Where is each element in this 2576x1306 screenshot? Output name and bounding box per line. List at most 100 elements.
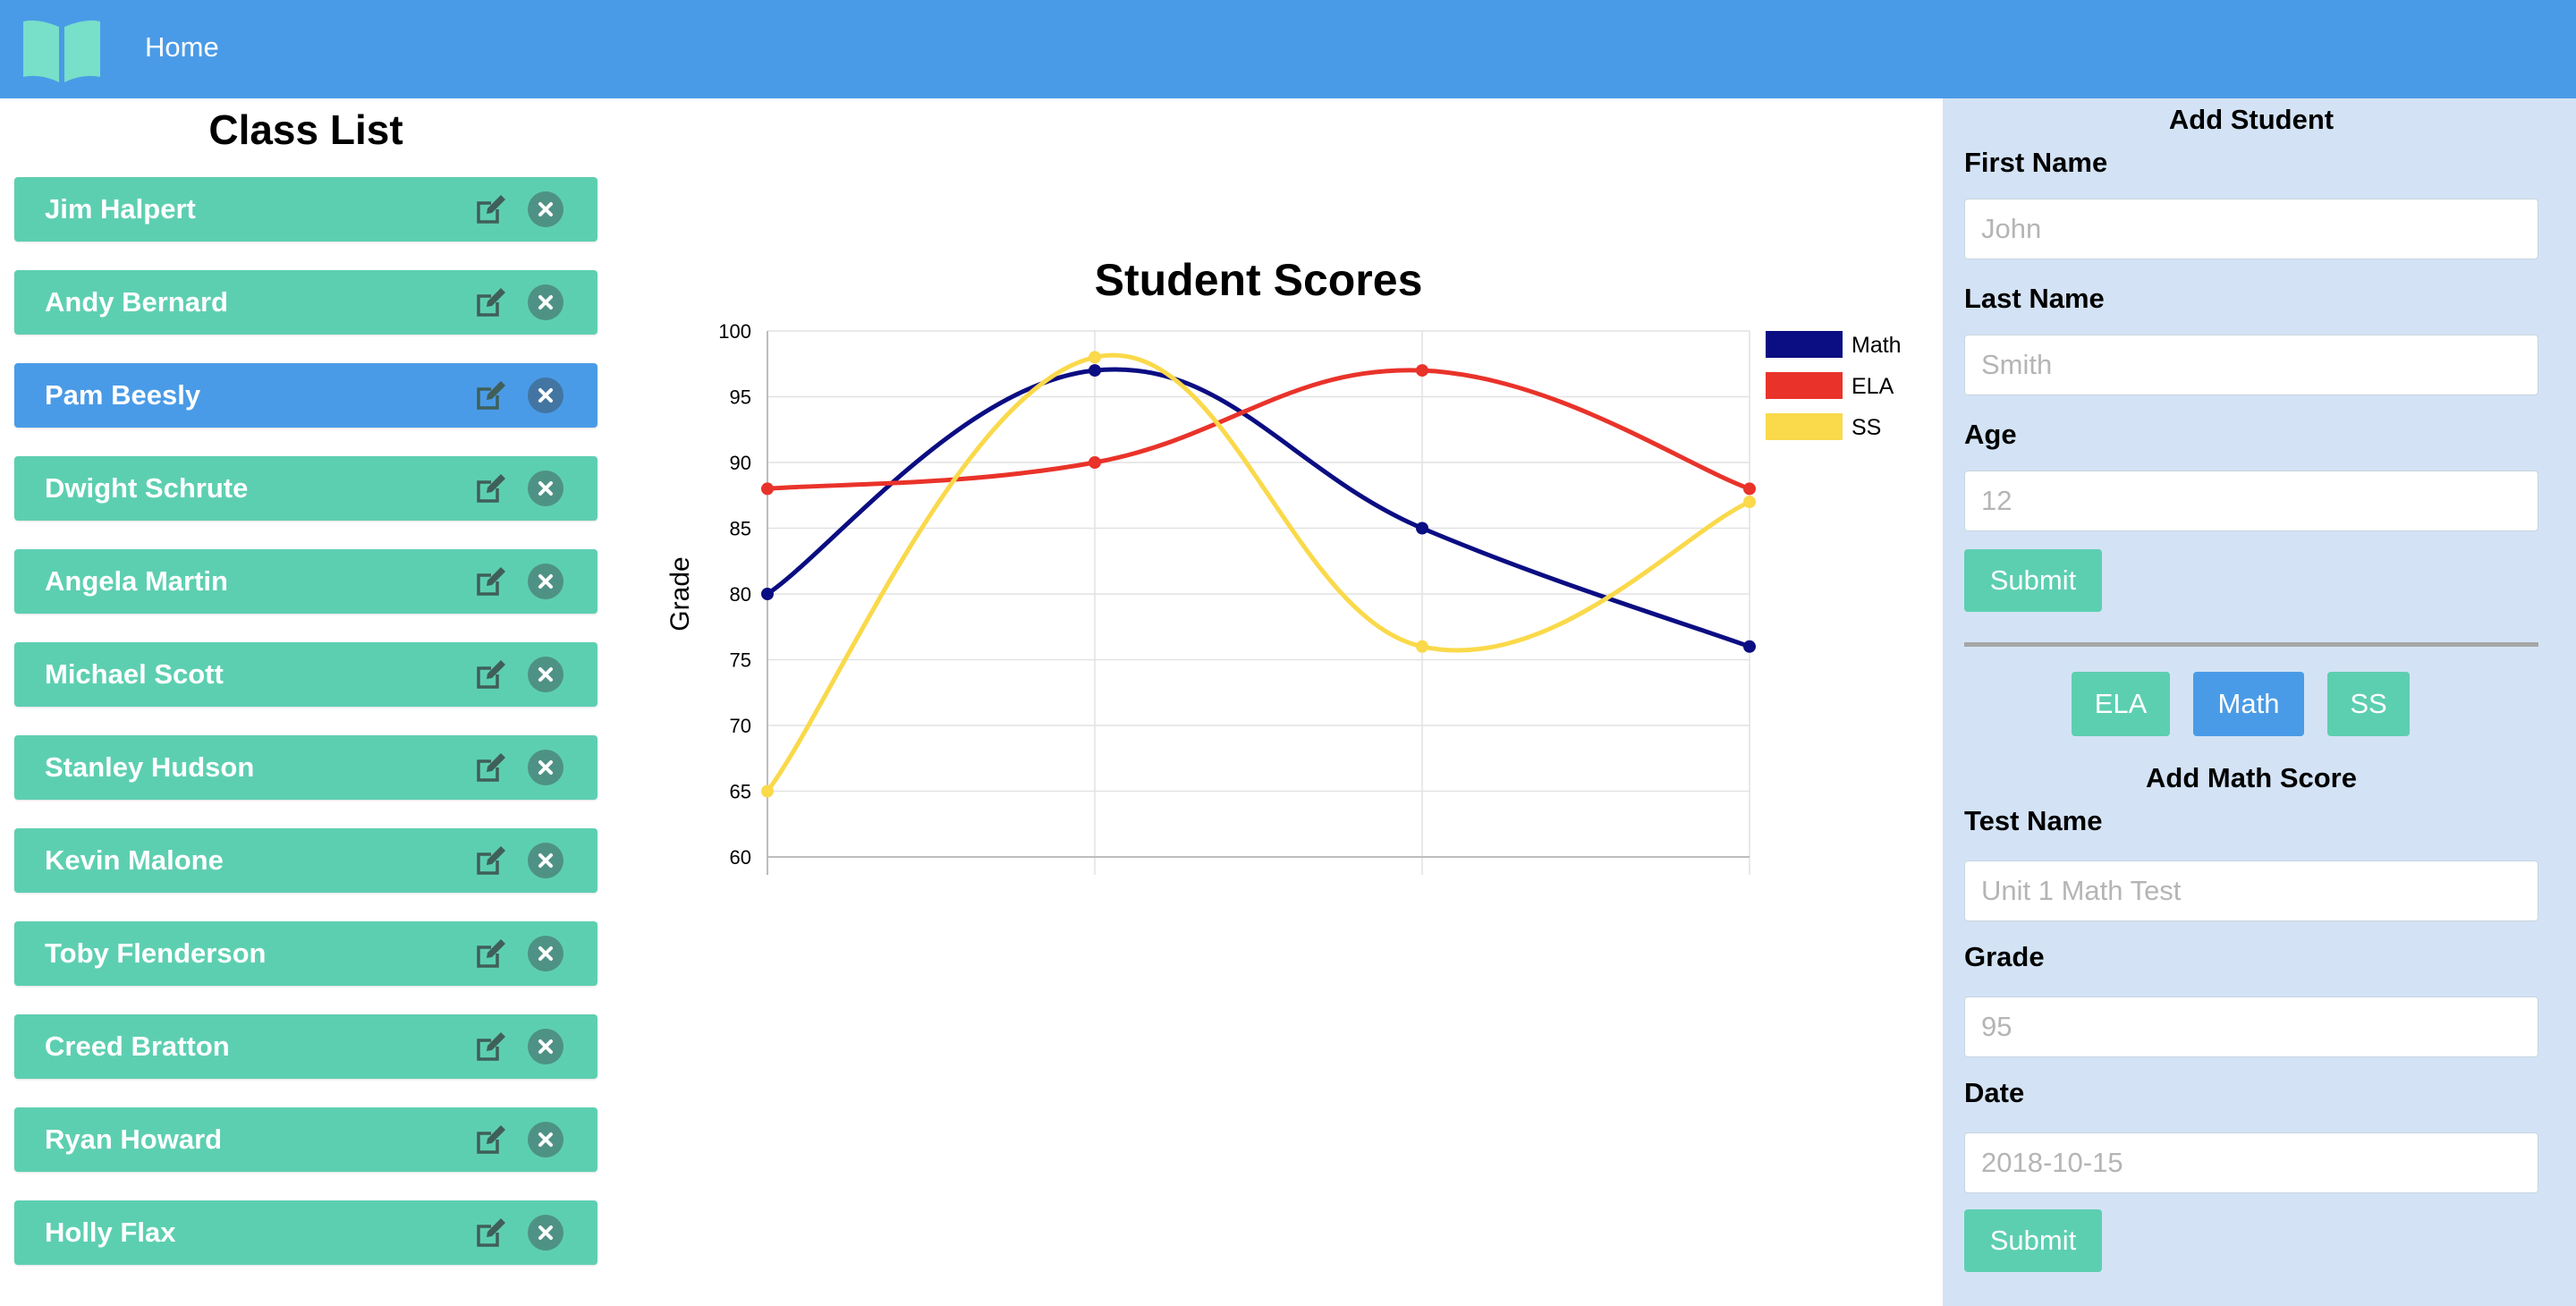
test-name-input[interactable] bbox=[1964, 861, 2538, 921]
divider bbox=[1964, 642, 2538, 647]
data-point-ela bbox=[761, 482, 774, 496]
data-point-ela bbox=[1416, 364, 1428, 377]
student-item[interactable]: Kevin Malone bbox=[14, 828, 597, 893]
right-panel: Add Student First Name Last Name Age Sub… bbox=[1943, 98, 2576, 1306]
edit-icon[interactable] bbox=[474, 471, 508, 505]
date-label: Date bbox=[1964, 1077, 2025, 1108]
student-name: Pam Beesly bbox=[45, 379, 201, 411]
grade-input[interactable] bbox=[1964, 996, 2538, 1057]
close-circle-icon[interactable] bbox=[528, 750, 564, 785]
student-scores-chart: Student Scores 100 95 90 85 80 75 70 65 60 Grade Ma… bbox=[665, 255, 1902, 875]
close-circle-icon[interactable] bbox=[528, 936, 564, 971]
student-name: Kevin Malone bbox=[45, 844, 224, 876]
tab-ela[interactable]: ELA bbox=[2072, 672, 2170, 736]
add-student-submit-button[interactable]: Submit bbox=[1964, 549, 2102, 612]
y-tick-label: 95 bbox=[730, 386, 751, 409]
edit-icon[interactable] bbox=[474, 1030, 508, 1064]
date-input[interactable] bbox=[1964, 1132, 2538, 1193]
tab-ss[interactable]: SS bbox=[2327, 672, 2410, 736]
close-circle-icon[interactable] bbox=[528, 564, 564, 599]
close-circle-icon[interactable] bbox=[528, 1122, 564, 1158]
grade-label: Grade bbox=[1964, 941, 2045, 972]
student-item[interactable]: Jim Halpert bbox=[14, 177, 597, 242]
y-tick-label: 70 bbox=[730, 715, 751, 737]
student-item[interactable]: Michael Scott bbox=[14, 642, 597, 707]
data-point-math bbox=[1743, 640, 1756, 653]
age-label: Age bbox=[1964, 419, 2017, 450]
student-item[interactable]: Angela Martin bbox=[14, 549, 597, 614]
legend-swatch bbox=[1766, 413, 1843, 440]
y-tick-label: 90 bbox=[730, 452, 751, 474]
y-tick-label: 85 bbox=[730, 518, 751, 540]
student-item[interactable]: Ryan Howard bbox=[14, 1107, 597, 1172]
close-circle-icon[interactable] bbox=[528, 657, 564, 692]
student-name: Toby Flenderson bbox=[45, 937, 267, 969]
tab-math[interactable]: Math bbox=[2193, 672, 2304, 736]
top-nav-bar: Home bbox=[0, 0, 2576, 98]
student-item[interactable]: Andy Bernard bbox=[14, 270, 597, 335]
age-input[interactable] bbox=[1964, 471, 2538, 531]
data-point-ela bbox=[1089, 456, 1101, 469]
data-point-ss bbox=[1743, 496, 1756, 509]
legend-swatch bbox=[1766, 372, 1843, 399]
series-line-math bbox=[766, 367, 1750, 649]
edit-icon[interactable] bbox=[474, 285, 508, 319]
legend-label: ELA bbox=[1852, 374, 1894, 399]
edit-icon[interactable] bbox=[474, 192, 508, 226]
edit-icon[interactable] bbox=[474, 1216, 508, 1250]
close-circle-icon[interactable] bbox=[528, 1215, 564, 1251]
student-name: Creed Bratton bbox=[45, 1030, 230, 1062]
student-item[interactable]: Dwight Schrute bbox=[14, 456, 597, 521]
close-circle-icon[interactable] bbox=[528, 377, 564, 413]
close-circle-icon[interactable] bbox=[528, 843, 564, 878]
data-point-ss bbox=[1089, 351, 1101, 364]
student-name: Ryan Howard bbox=[45, 1124, 223, 1155]
data-point-ela bbox=[1743, 482, 1756, 496]
y-tick-label: 75 bbox=[730, 649, 751, 672]
edit-icon[interactable] bbox=[474, 657, 508, 691]
series-line-ela bbox=[767, 368, 1750, 491]
add-score-title: Add Math Score bbox=[2146, 762, 2357, 793]
series-line-ss bbox=[766, 352, 1751, 793]
student-item[interactable]: Toby Flenderson bbox=[14, 921, 597, 986]
y-tick-label: 100 bbox=[718, 320, 751, 343]
student-name: Stanley Hudson bbox=[45, 751, 255, 783]
student-item[interactable]: Stanley Hudson bbox=[14, 735, 597, 800]
data-point-math bbox=[761, 588, 774, 600]
student-name: Angela Martin bbox=[45, 565, 228, 597]
edit-icon[interactable] bbox=[474, 378, 508, 412]
first-name-input[interactable] bbox=[1964, 199, 2538, 259]
data-point-ss bbox=[1416, 640, 1428, 653]
last-name-label: Last Name bbox=[1964, 283, 2105, 314]
edit-icon[interactable] bbox=[474, 1123, 508, 1157]
add-score-submit-button[interactable]: Submit bbox=[1964, 1209, 2102, 1272]
data-point-ss bbox=[761, 784, 774, 798]
test-name-label: Test Name bbox=[1964, 805, 2103, 836]
y-tick-label: 60 bbox=[730, 846, 751, 869]
legend-label: Math bbox=[1852, 333, 1902, 358]
close-circle-icon[interactable] bbox=[528, 284, 564, 320]
close-circle-icon[interactable] bbox=[528, 1029, 564, 1064]
student-item[interactable]: Creed Bratton bbox=[14, 1014, 597, 1079]
data-point-math bbox=[1416, 522, 1428, 535]
legend-label: SS bbox=[1852, 415, 1881, 440]
edit-icon[interactable] bbox=[474, 564, 508, 598]
first-name-label: First Name bbox=[1964, 147, 2108, 178]
edit-icon[interactable] bbox=[474, 937, 508, 971]
close-circle-icon[interactable] bbox=[528, 471, 564, 506]
student-item[interactable]: Pam Beesly bbox=[14, 363, 597, 428]
edit-icon[interactable] bbox=[474, 751, 508, 784]
last-name-input[interactable] bbox=[1964, 335, 2538, 395]
student-item[interactable]: Holly Flax bbox=[14, 1200, 597, 1265]
home-link[interactable]: Home bbox=[145, 31, 219, 63]
close-circle-icon[interactable] bbox=[528, 191, 564, 227]
student-name: Dwight Schrute bbox=[45, 472, 249, 504]
y-tick-label: 65 bbox=[730, 781, 751, 803]
edit-icon[interactable] bbox=[474, 844, 508, 878]
student-name: Holly Flax bbox=[45, 1217, 176, 1248]
open-book-icon[interactable] bbox=[20, 18, 104, 82]
y-tick-label: 80 bbox=[730, 583, 751, 606]
student-name: Jim Halpert bbox=[45, 193, 196, 225]
add-student-title: Add Student bbox=[2168, 104, 2334, 135]
data-point-math bbox=[1089, 364, 1101, 377]
